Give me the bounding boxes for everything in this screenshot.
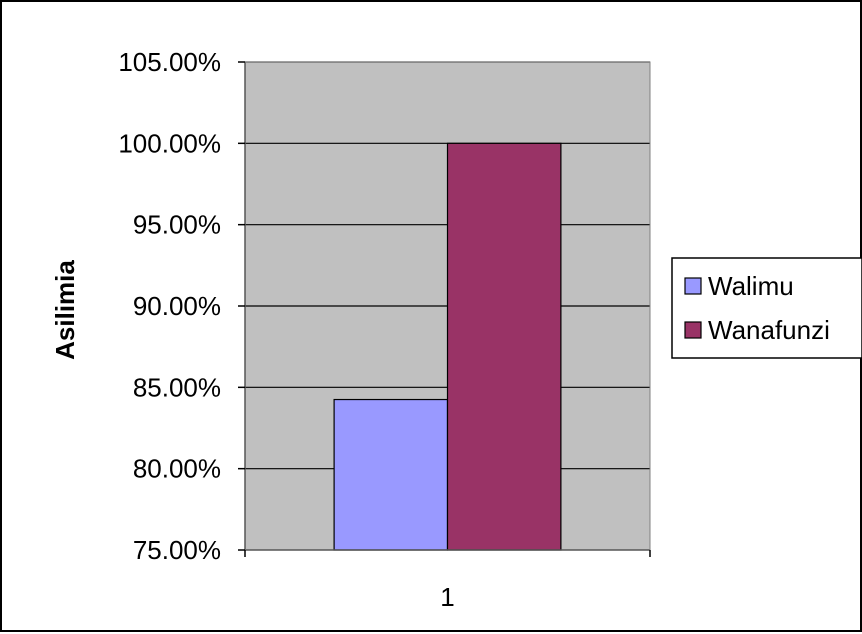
y-tick-label: 75.00% bbox=[133, 535, 221, 565]
legend-label-walimu: Walimu bbox=[708, 271, 794, 301]
y-tick-label: 100.00% bbox=[118, 128, 221, 158]
legend-frame bbox=[671, 257, 862, 359]
y-axis-title: Asilimia bbox=[50, 260, 80, 360]
bar-wanafunzi bbox=[446, 142, 562, 551]
bars bbox=[333, 142, 562, 551]
bar-walimu bbox=[333, 398, 449, 551]
x-tick-labels: 1 bbox=[440, 582, 454, 612]
legend: Walimu Wanafunzi bbox=[671, 257, 862, 359]
legend-label-wanafunzi: Wanafunzi bbox=[708, 315, 830, 345]
y-tick-label: 85.00% bbox=[133, 372, 221, 402]
y-tick-label: 95.00% bbox=[133, 210, 221, 240]
y-tick-label: 80.00% bbox=[133, 454, 221, 484]
y-tick-label: 105.00% bbox=[118, 47, 221, 77]
x-tick-label: 1 bbox=[440, 582, 454, 612]
y-tick-labels: 75.00% 80.00% 85.00% 90.00% 95.00% 100.00% 105… bbox=[118, 47, 221, 565]
legend-swatch-walimu bbox=[684, 277, 702, 295]
y-tick-label: 90.00% bbox=[133, 291, 221, 321]
legend-swatch-wanafunzi bbox=[684, 321, 702, 339]
axes bbox=[238, 61, 651, 557]
